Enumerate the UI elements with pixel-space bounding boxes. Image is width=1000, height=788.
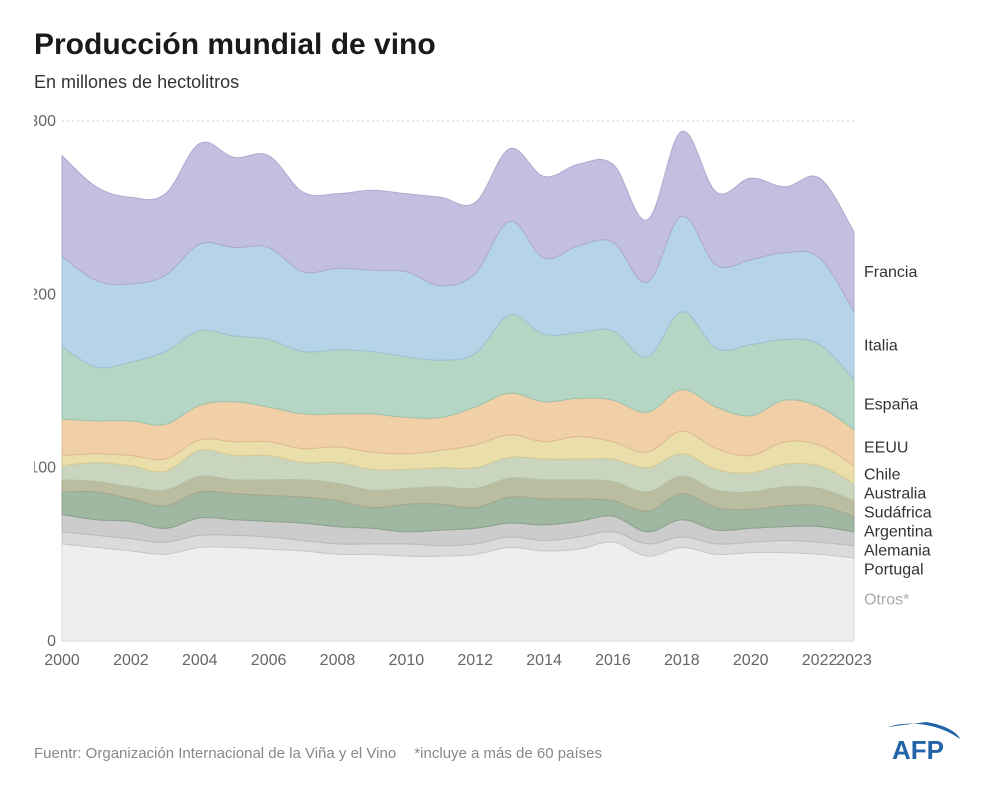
xtick-label: 2010 (389, 652, 425, 669)
ytick-label: 200 (34, 286, 56, 303)
container: Producción mundial de vino En millones d… (0, 0, 1000, 788)
series-label-alemania: Alemania (864, 543, 931, 560)
series-area-otros (62, 542, 854, 641)
xtick-label: 2008 (320, 652, 356, 669)
afp-logo-text: AFP (892, 735, 944, 765)
chart-title: Producción mundial de vino (34, 28, 966, 62)
series-label-otros: Otros* (864, 591, 909, 608)
xtick-label: 2023 (836, 652, 872, 669)
xtick-label: 2022 (802, 652, 838, 669)
series-label-francia: Francia (864, 264, 917, 281)
ytick-label: 100 (34, 460, 56, 477)
footer: Fuentr: Organización Internacional de la… (34, 745, 602, 762)
series-label-italia: Italia (864, 337, 898, 354)
series-label-eeuu: EEUU (864, 440, 908, 457)
series-label-chile: Chile (864, 467, 901, 484)
xtick-label: 2018 (664, 652, 700, 669)
chart-svg: 0 100 200 300 2000 2002 2004 2006 2008 2010 2012 20… (34, 111, 966, 691)
series-label-australia: Australia (864, 486, 926, 503)
series-label-sudáfrica: Sudáfrica (864, 505, 932, 522)
xtick-label: 2002 (113, 652, 149, 669)
xtick-label: 2016 (595, 652, 631, 669)
xtick-label: 2020 (733, 652, 769, 669)
xtick-label: 2006 (251, 652, 287, 669)
chart-subtitle: En millones de hectolitros (34, 72, 966, 93)
footer-source: Fuentr: Organización Internacional de la… (34, 745, 396, 762)
xtick-label: 2004 (182, 652, 218, 669)
series-label-portugal: Portugal (864, 562, 924, 579)
series-label-argentina: Argentina (864, 524, 933, 541)
chart: 0 100 200 300 2000 2002 2004 2006 2008 2010 2012 20… (34, 111, 966, 696)
series-label-espana: España (864, 396, 918, 413)
footer-note: *incluye a más de 60 países (414, 745, 602, 762)
ytick-label: 0 (47, 633, 56, 650)
afp-logo: AFP (886, 719, 966, 774)
xtick-label: 2014 (526, 652, 562, 669)
xtick-label: 2012 (457, 652, 493, 669)
ytick-label: 300 (34, 113, 56, 130)
xtick-label: 2000 (44, 652, 80, 669)
